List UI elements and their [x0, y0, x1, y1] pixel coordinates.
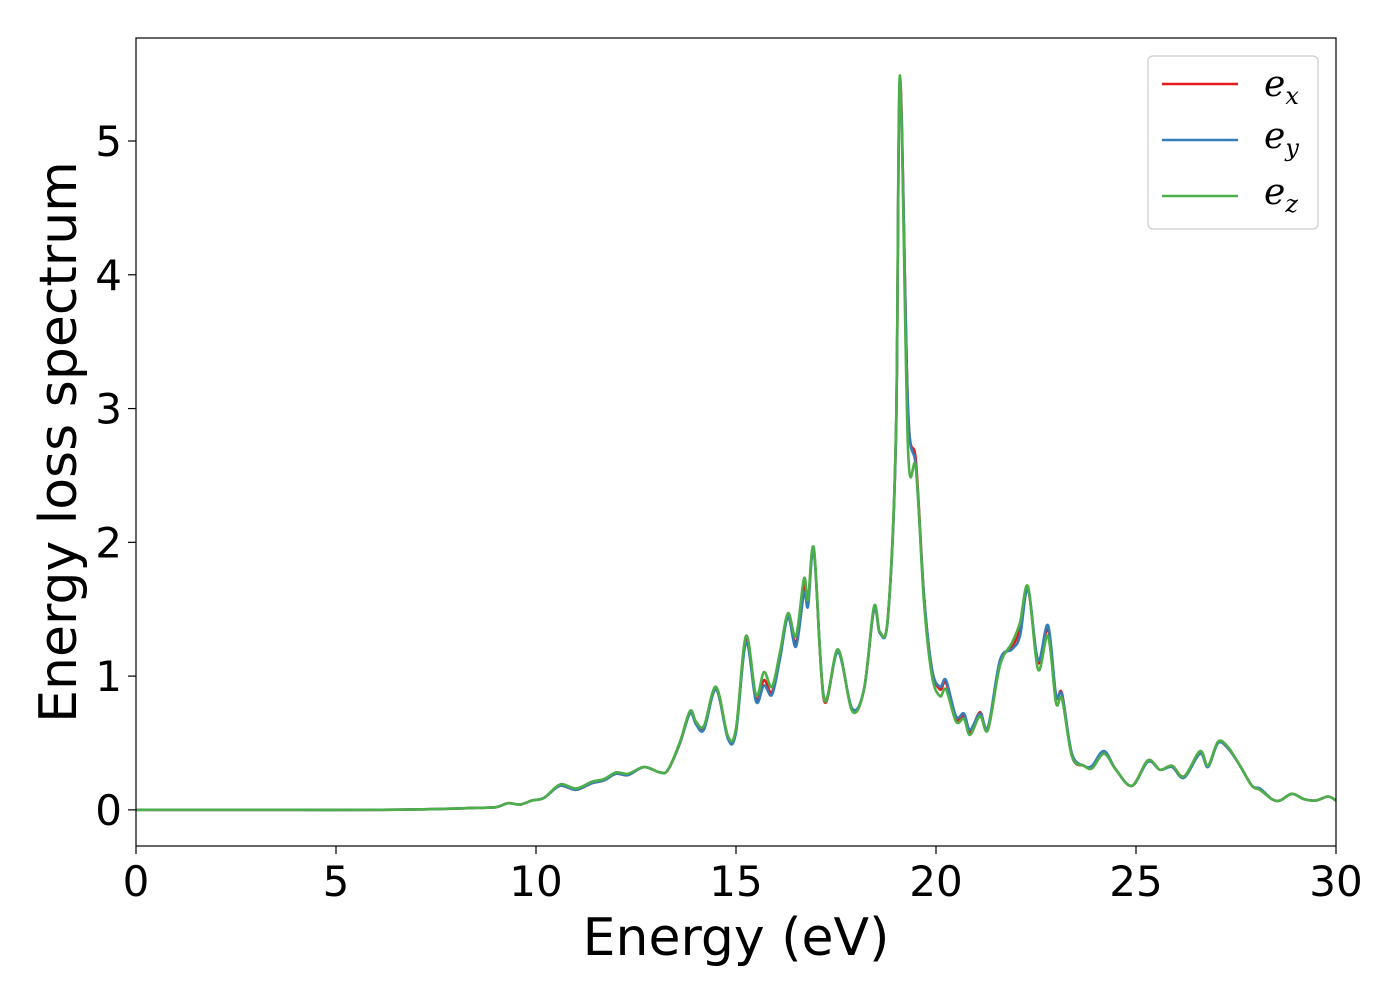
plot-background: [136, 38, 1336, 846]
legend-label-ey: ey: [1264, 116, 1299, 162]
legend-label-ez: ez: [1264, 172, 1298, 218]
x-tick-label: 10: [509, 857, 562, 906]
y-tick-label: 5: [95, 117, 122, 166]
x-axis-label: Energy (eV): [583, 908, 890, 968]
y-tick-label: 3: [95, 385, 122, 434]
x-tick-label: 5: [323, 857, 350, 906]
x-tick-label: 20: [909, 857, 962, 906]
y-tick-label: 1: [95, 652, 122, 701]
legend-box: [1147, 55, 1319, 230]
y-axis-label: Energy loss spectrum: [29, 161, 89, 723]
legend: ex ey ez: [1147, 55, 1319, 230]
y-tick-label: 4: [95, 251, 122, 300]
series-line-ez: [136, 74, 1337, 812]
x-tick-label: 0: [123, 857, 150, 906]
series-lines: [136, 74, 1337, 812]
x-tick-label: 30: [1309, 857, 1362, 906]
y-tick-label: 0: [95, 786, 122, 835]
x-tick-label: 25: [1109, 857, 1162, 906]
x-axis-ticks: 0 5 10 15 20 25 30: [123, 846, 1363, 906]
y-axis-ticks: 0 1 2 3 4 5: [95, 117, 136, 835]
x-tick-label: 15: [709, 857, 762, 906]
legend-label-ex: ex: [1264, 64, 1299, 110]
y-tick-label: 2: [95, 518, 122, 567]
